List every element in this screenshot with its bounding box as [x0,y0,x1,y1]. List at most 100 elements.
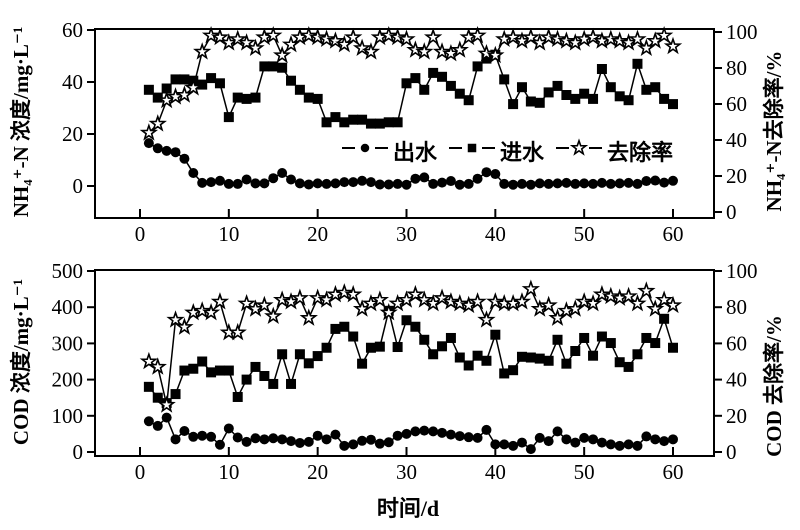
right-y-tick-label: 40 [726,128,747,152]
removal-series [139,279,683,413]
circle-marker [232,432,243,443]
right-y-tick-label: 60 [726,92,747,116]
star-marker [193,42,212,60]
square-marker [534,97,545,108]
left-y-tick-label: 200 [52,368,84,392]
circle-marker [286,174,297,185]
square-marker [277,62,288,73]
circle-marker [330,429,341,440]
x-tick-label: 10 [218,460,239,484]
square-marker [650,82,661,93]
square-marker [223,365,234,376]
square-marker [499,74,510,85]
star-marker [548,29,567,47]
square-marker [410,321,421,332]
square-marker [339,117,350,128]
star-marker [654,290,674,308]
star-marker [450,40,469,58]
square-marker [241,374,252,385]
star-marker [521,279,541,297]
circle-marker [321,434,332,445]
circle-marker [410,173,421,184]
right-y-tick-label: 0 [726,200,737,224]
nh4-concentration-axis-title: NH₄⁺-N 浓度/mg·L⁻¹ [9,26,33,218]
right-y-tick-label: 60 [726,331,747,355]
square-marker [570,346,581,357]
star-marker [539,295,558,314]
square-marker [570,93,581,104]
circle-marker [632,440,643,451]
star-marker [637,281,656,299]
legend-label-influent: 进水 [500,140,545,165]
square-marker [383,117,394,128]
circle-marker [641,176,652,187]
square-marker [170,389,181,400]
circle-marker [303,179,314,190]
square-marker [277,349,288,360]
circle-marker [321,178,332,189]
star-marker [415,290,434,308]
star-legend-glyph [556,138,603,156]
star-marker [370,290,390,308]
star-marker [361,293,381,312]
square-marker [348,114,359,125]
circle-marker [357,435,368,446]
circle-marker [410,426,421,437]
star-marker [228,29,247,47]
left-y-tick-label: 20 [62,122,83,146]
star-marker [361,42,381,60]
star-marker [423,27,443,46]
star-marker [228,322,247,341]
star-marker [601,286,620,305]
star-marker [210,27,230,46]
square-marker [588,93,599,104]
square-marker [641,84,652,95]
square-marker [357,114,368,125]
circle-marker [561,434,572,445]
effluent-series [143,412,678,455]
circle-marker [374,179,385,190]
circle-marker [463,178,474,189]
square-marker [250,92,261,103]
square-marker [552,80,563,91]
star-marker [406,284,425,303]
circle-marker [472,432,483,443]
square-marker [241,93,252,104]
circle-marker [472,173,483,184]
x-tick-label: 50 [574,222,595,246]
circle-marker [588,178,599,189]
square-marker [596,64,607,74]
square-marker [632,58,643,69]
square-marker [143,381,154,392]
circle-marker [419,172,430,183]
circle-marker [596,437,607,448]
removal-series [139,25,683,141]
square-marker [197,356,208,367]
star-marker [210,292,230,310]
star-marker [592,284,612,303]
star-marker [184,78,203,96]
square-marker [339,321,350,332]
square-marker [508,99,519,110]
right-y-tick-label: 20 [726,164,747,188]
square-marker [170,74,181,85]
square-marker [348,331,359,342]
right-y-tick-label: 80 [726,56,747,80]
left-y-tick-label: 60 [62,18,83,42]
left-y-tick-label: 40 [62,70,83,94]
cod-concentration-axis-title: COD 浓度/mg·L⁻¹ [9,278,33,446]
circle-marker [499,439,510,450]
circle-marker [623,439,634,450]
circle-marker [516,178,527,189]
x-tick-label: 30 [396,460,417,484]
star-marker [628,29,647,47]
star-marker [539,27,558,46]
square-marker [206,367,217,378]
cod-chart: 0 10 20 30 40 50 60 0 100 200 300 400 500 0 20 40 60 80 10… [52,259,758,484]
square-marker [268,378,279,389]
square-marker [668,342,678,353]
circle-marker [401,179,412,190]
circle-marker [508,440,519,451]
left-y-tick-label: 500 [52,259,84,283]
